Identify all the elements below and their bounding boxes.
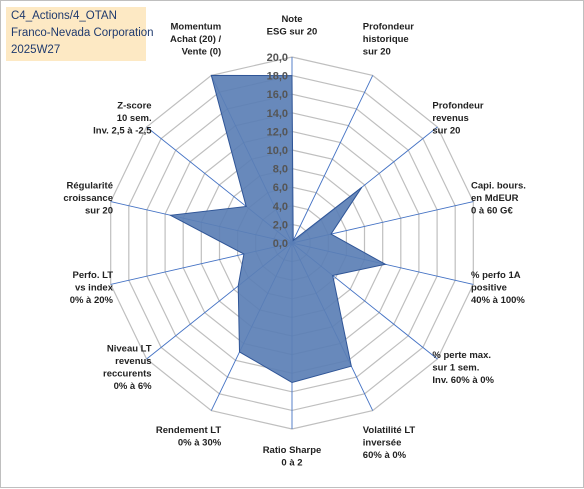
axis-label-line: % perfo 1A	[471, 270, 521, 281]
axis-label: % perfo 1A positive 40% à 100%	[471, 270, 525, 306]
axis-label-line: historique	[363, 34, 409, 45]
axis-label-line: revenus	[432, 113, 468, 124]
tick-label: 12,0	[267, 126, 288, 138]
chart-title-box: C4_Actions/4_OTAN Franco-Nevada Corporat…	[6, 7, 154, 61]
axis-label-line: % perte max.	[432, 350, 491, 361]
axis-label-line: vs index	[75, 282, 114, 293]
axis-label-line: 0 à 2	[281, 458, 302, 469]
axis-label-line: Inv. 60% à 0%	[432, 375, 494, 386]
axis-label-line: Vente (0)	[182, 46, 222, 57]
tick-label: 4,0	[273, 201, 288, 213]
axis-label: Ratio Sharpe 0 à 2	[263, 445, 322, 469]
axis-label-line: 0 à 60 G€	[471, 206, 513, 217]
axis-label-line: 60% à 0%	[363, 450, 407, 461]
axis-label-line: Profondeur	[432, 101, 483, 112]
axis-label-line: croissance	[63, 193, 113, 204]
chart-title-line-2: Franco-Nevada Corporation	[11, 27, 154, 39]
axis-label: Momentum Achat (20) / Vente (0)	[170, 21, 222, 57]
chart-title-line-1: C4_Actions/4_OTAN	[11, 10, 117, 22]
axis-label-line: Ratio Sharpe	[263, 445, 322, 456]
tick-label: 6,0	[273, 182, 288, 194]
axis-label-line: sur 20	[85, 206, 113, 217]
axis-label-line: Z-score	[117, 101, 151, 112]
axis-label: Régularité croissance sur 20	[63, 181, 113, 217]
tick-label: 10,0	[267, 145, 288, 157]
axis-label: Niveau LT revenus reccurents 0% à 6%	[103, 344, 152, 393]
axis-label-line: 0% à 20%	[70, 295, 114, 306]
axis-label: Volatilité LT inversée 60% à 0%	[363, 425, 416, 461]
axis-label-line: Momentum	[171, 21, 222, 32]
axis-label-line: Perfo. LT	[73, 270, 114, 281]
tick-label: 20,0	[267, 52, 288, 64]
axis-label-line: Profondeur	[363, 21, 414, 32]
axis-label-line: Rendement LT	[156, 425, 221, 436]
tick-label: 18,0	[267, 71, 288, 83]
axis-label-line: 0% à 6%	[114, 381, 153, 392]
axis-label-line: sur 20	[432, 126, 460, 137]
axis-label: Z-score 10 sem. Inv. 2,5 à -2,5	[93, 101, 152, 137]
axis-label-line: reccurents	[103, 369, 152, 380]
tick-label: 14,0	[267, 108, 288, 120]
axis-label: Profondeur revenus sur 20	[432, 101, 483, 137]
chart-title-line-3: 2025W27	[11, 44, 61, 56]
axis-spoke	[291, 75, 374, 244]
axis-label: Perfo. LT vs index 0% à 20%	[70, 270, 114, 306]
axis-label-line: ESG sur 20	[267, 27, 318, 38]
tick-label: 16,0	[267, 89, 288, 101]
axis-label-line: 10 sem.	[117, 113, 152, 124]
axis-label-line: 0% à 30%	[178, 438, 222, 449]
axis-label-line: Volatilité LT	[363, 425, 416, 436]
axis-label-line: Capi. bours.	[471, 181, 526, 192]
tick-label: 0,0	[273, 238, 288, 250]
axis-label-line: en MdEUR	[471, 193, 519, 204]
axis-label-line: positive	[471, 282, 507, 293]
axis-label-line: Note	[281, 14, 302, 25]
axis-label-line: 40% à 100%	[471, 295, 525, 306]
axis-label-line: sur 20	[363, 46, 391, 57]
axis-label-line: revenus	[115, 356, 151, 367]
tick-label: 2,0	[273, 219, 288, 231]
axis-label: % perte max. sur 1 sem. Inv. 60% à 0%	[432, 350, 494, 386]
axis-label-line: Achat (20) /	[170, 34, 222, 45]
axis-label-line: sur 1 sem.	[432, 362, 479, 373]
axis-label: Note ESG sur 20	[267, 14, 318, 38]
axis-label: Profondeur historique sur 20	[363, 21, 414, 57]
axis-label-line: Niveau LT	[107, 344, 152, 355]
series-area	[168, 74, 387, 384]
axis-label-line: inversée	[363, 438, 402, 449]
axis-label-line: Inv. 2,5 à -2,5	[93, 126, 152, 137]
axis-label: Capi. bours. en MdEUR 0 à 60 G€	[471, 181, 526, 217]
tick-label: 8,0	[273, 164, 288, 176]
axis-label: Rendement LT 0% à 30%	[156, 425, 222, 449]
axis-label-line: Régularité	[67, 181, 113, 192]
